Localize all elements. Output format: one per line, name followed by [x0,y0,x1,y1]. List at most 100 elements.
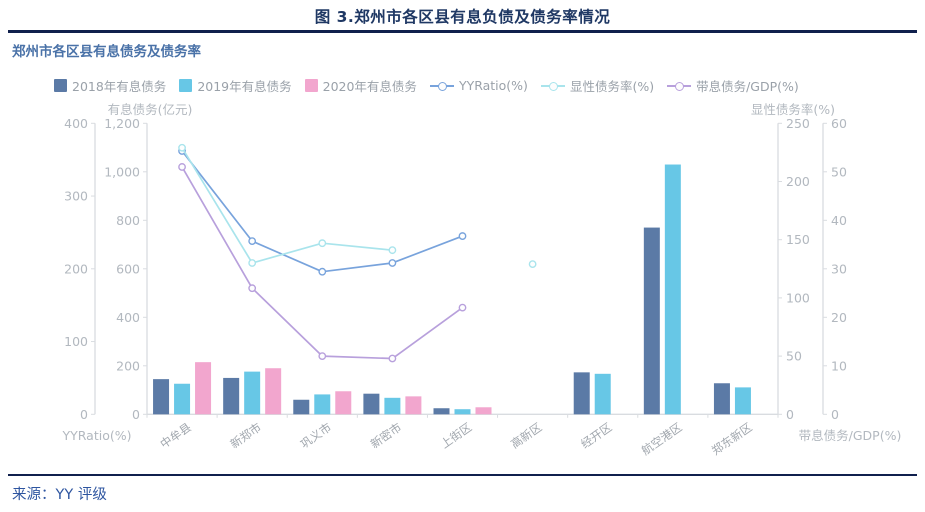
category-label-巩义市: 巩义市 [298,420,334,451]
outer_right-tick-label: 40 [831,213,847,228]
outer_right-tick-label: 20 [831,310,847,325]
marker-显性债务率(%)-巩义市 [318,239,327,248]
legend-line-marker-icon [429,79,454,92]
legend-item-1: 2019年有息债务 [179,76,292,95]
outer_left-tick-label: 300 [64,189,88,204]
bar-2018年有息债务-郑东新区 [713,383,730,415]
category-label-新密市: 新密市 [368,420,404,451]
legend-item-5: 带息债务/GDP(%) [667,76,799,95]
legend-label: 带息债务/GDP(%) [696,79,799,94]
category-label-航空港区: 航空港区 [639,420,685,458]
bar-2019年有息债务-中牟县 [174,383,191,415]
bar-2020年有息债务-中牟县 [195,362,212,415]
bar-2019年有息债务-新郑市 [244,371,261,415]
top-divider [8,30,917,33]
bar-2020年有息债务-新郑市 [265,368,282,415]
category-label-郑东新区: 郑东新区 [709,420,755,458]
outer_right-tick-label: 0 [831,407,839,422]
bar-2019年有息债务-航空港区 [664,164,681,415]
legend-line-marker-icon [540,79,565,92]
legend-line-marker-icon [667,79,692,92]
legend-swatch-icon [54,79,67,92]
bar-2018年有息债务-航空港区 [643,227,660,415]
outer_left-tick-label: 200 [64,261,88,276]
page-title: 图 3.郑州市各区县有息负债及债务率情况 [314,8,611,26]
legend-item-0: 2018年有息债务 [54,76,166,95]
marker-带息债务/GDP(%)-新郑市 [248,284,257,293]
bar-2018年有息债务-新郑市 [223,377,240,415]
inner_right-tick-label: 50 [786,349,802,364]
marker-YYRatio(%)-巩义市 [318,267,327,276]
category-label-中牟县: 中牟县 [157,420,193,451]
inner_right-tick-label: 250 [786,116,810,131]
bar-2018年有息债务-巩义市 [293,399,310,415]
legend-label: 2019年有息债务 [197,79,292,94]
outer_right-tick-label: 10 [831,358,847,373]
legend-label: 2020年有息债务 [322,79,417,94]
chart-canvas: 40030020010001,2001,00080060040020002502… [62,102,902,458]
inner_right-tick-label: 150 [786,232,810,247]
outer_left-tick-label: 400 [64,116,88,131]
outer_left-tick-label: 0 [80,407,88,422]
legend-label: YYRatio(%) [458,78,528,93]
outer_right-tick-label: 50 [831,164,847,179]
category-label-上街区: 上街区 [438,420,474,451]
outer_right-tick-label: 60 [831,116,847,131]
inner_right-tick-label: 200 [786,174,810,189]
inner_left-tick-label: 800 [116,213,140,228]
marker-带息债务/GDP(%)-新密市 [388,354,397,363]
outer_right-tick-label: 30 [831,261,847,276]
inner_right-tick-label: 0 [786,407,794,422]
legend-item-3: YYRatio(%) [429,78,528,93]
chart-title: 郑州市各区县有息债务及债务率 [12,44,201,60]
marker-显性债务率(%)-中牟县 [178,143,186,152]
category-label-经开区: 经开区 [578,420,614,451]
outer-left-axis-title: YYRatio(%) [62,428,132,443]
bar-2018年有息债务-经开区 [573,372,590,415]
marker-YYRatio(%)-上街区 [458,232,467,240]
bottom-divider [8,474,917,476]
category-label-高新区: 高新区 [508,420,544,451]
line-YYRatio(%) [181,150,463,273]
inner-right-axis-title: 显性债务率(%) [751,102,835,117]
bar-2019年有息债务-巩义市 [314,394,331,415]
marker-显性债务率(%)-新密市 [388,246,397,255]
inner_left-tick-label: 200 [116,358,140,373]
inner_left-tick-label: 600 [116,261,140,276]
marker-带息债务/GDP(%)-上街区 [458,303,467,312]
legend-swatch-icon [179,79,193,92]
line-显性债务率(%) [181,147,393,264]
legend-swatch-icon [304,79,318,92]
legend-label: 2018年有息债务 [72,79,167,94]
outer_left-tick-label: 100 [64,334,88,349]
legend-item-2: 2020年有息债务 [304,76,417,95]
bar-2019年有息债务-经开区 [594,373,611,415]
bar-2019年有息债务-郑东新区 [734,387,751,415]
marker-YYRatio(%)-新密市 [388,259,397,267]
bar-2018年有息债务-上街区 [433,408,450,415]
legend-label: 显性债务率(%) [569,79,655,94]
legend-item-4: 显性债务率(%) [540,76,655,95]
inner_right-tick-label: 100 [786,290,810,305]
line-带息债务/GDP(%) [181,166,463,360]
marker-显性债务率(%)-高新区 [528,260,537,269]
category-label-新郑市: 新郑市 [228,420,264,451]
outer-right-axis-title: 带息债务/GDP(%) [799,428,902,443]
marker-带息债务/GDP(%)-中牟县 [178,163,186,171]
inner_left-tick-label: 400 [116,310,140,325]
bar-2019年有息债务-上街区 [454,409,471,415]
marker-YYRatio(%)-新郑市 [248,237,257,246]
inner_left-tick-label: 1,000 [104,164,140,179]
source-text: 来源：YY 评级 [12,487,107,503]
bar-2018年有息债务-新密市 [363,393,380,415]
chart-legend: 2018年有息债务 2019年有息债务 2020年有息债务 YYRatio(%) 显性债… [54,76,915,95]
inner_left-tick-label: 0 [132,407,140,422]
bar-2020年有息债务-巩义市 [335,391,352,415]
bar-2020年有息债务-新密市 [405,396,422,415]
inner-left-axis-title: 有息债务(亿元) [108,102,193,117]
bar-2020年有息债务-上街区 [475,407,492,415]
marker-带息债务/GDP(%)-巩义市 [318,352,327,360]
marker-显性债务率(%)-新郑市 [248,259,257,267]
bar-2019年有息债务-新密市 [384,397,401,415]
